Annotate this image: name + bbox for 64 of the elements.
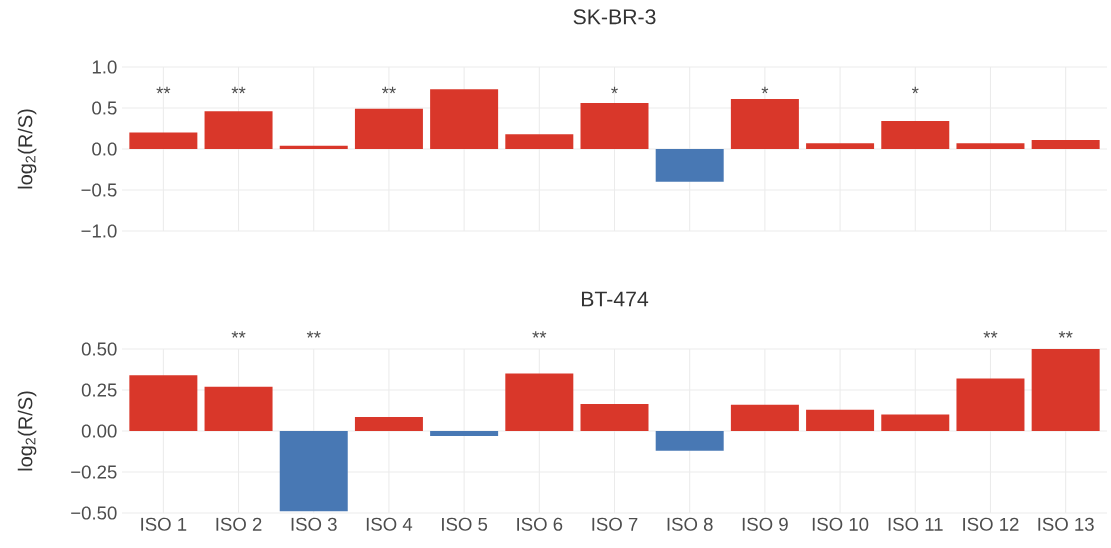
- bar: [806, 409, 875, 431]
- y-axis-title: log$_{2}$(R/S): [17, 109, 37, 189]
- bar: [580, 403, 649, 431]
- x-tick-label: ISO 6: [517, 517, 563, 531]
- bar: [505, 373, 574, 431]
- bar: [956, 378, 1025, 431]
- x-tick-label: ISO 4: [366, 517, 413, 531]
- x-tick-label: ISO 12: [963, 517, 1019, 531]
- chart-title: SK-BR-3: [573, 9, 656, 25]
- y-tick-label: 1.0: [92, 60, 117, 74]
- text: **: [306, 331, 321, 338]
- text: **: [983, 331, 998, 338]
- bar: [881, 121, 950, 149]
- x-tick-label: ISO 1: [141, 517, 187, 531]
- x-tick-label: ISO 5: [442, 517, 488, 531]
- text: **: [1058, 331, 1073, 338]
- x-tick-label: ISO 13: [1038, 517, 1094, 531]
- x-tick-label: ISO 7: [592, 517, 638, 531]
- bar: [730, 98, 799, 149]
- x-tick-label: ISO 10: [812, 517, 869, 531]
- bar: [354, 108, 423, 149]
- annotation: **: [231, 86, 246, 94]
- annotation: *: [911, 86, 919, 94]
- x-tick-label: ISO 11: [888, 517, 943, 531]
- annotation: **: [156, 86, 171, 94]
- x-tick-label: ISO 9: [742, 517, 788, 531]
- y-axis-title: log$_{2}$(R/S): [17, 391, 37, 471]
- x-tick-label: ISO 2: [216, 517, 262, 531]
- bar: [279, 145, 348, 149]
- text: **: [231, 331, 246, 338]
- y-tick-label: 0.50: [81, 342, 117, 356]
- bar: [129, 132, 198, 149]
- bar: [279, 431, 348, 512]
- y-tick-label: −0.50: [71, 506, 117, 520]
- bar: [505, 134, 574, 149]
- annotation: *: [611, 86, 618, 94]
- bar: [204, 386, 273, 431]
- bar: [354, 417, 423, 431]
- text: **: [532, 331, 547, 338]
- bar: [129, 375, 198, 431]
- y-tick-label: −0.25: [71, 465, 117, 479]
- y-tick-label: 0.25: [81, 383, 117, 397]
- y-tick-label: 0.5: [92, 101, 117, 115]
- bar: [956, 143, 1025, 149]
- y-tick-label: −1.0: [81, 224, 117, 238]
- bar: [881, 414, 950, 431]
- bar: [580, 103, 649, 149]
- bar: [1031, 139, 1100, 149]
- chart-title: BT-474: [581, 291, 649, 307]
- bar: [430, 431, 499, 436]
- bar: [806, 143, 875, 149]
- bar: [655, 148, 724, 182]
- bar: [1031, 349, 1100, 431]
- bar: [430, 89, 499, 149]
- bar: [204, 111, 273, 149]
- x-tick-label: ISO 3: [291, 517, 337, 531]
- y-tick-label: 0.00: [81, 424, 117, 438]
- y-tick-label: −0.5: [81, 183, 117, 197]
- bar: [655, 431, 724, 451]
- bar: [730, 404, 799, 431]
- annotation: **: [381, 86, 396, 94]
- annotation: *: [761, 86, 769, 94]
- y-tick-label: 0.0: [92, 142, 117, 156]
- x-tick-label: ISO 8: [667, 517, 713, 531]
